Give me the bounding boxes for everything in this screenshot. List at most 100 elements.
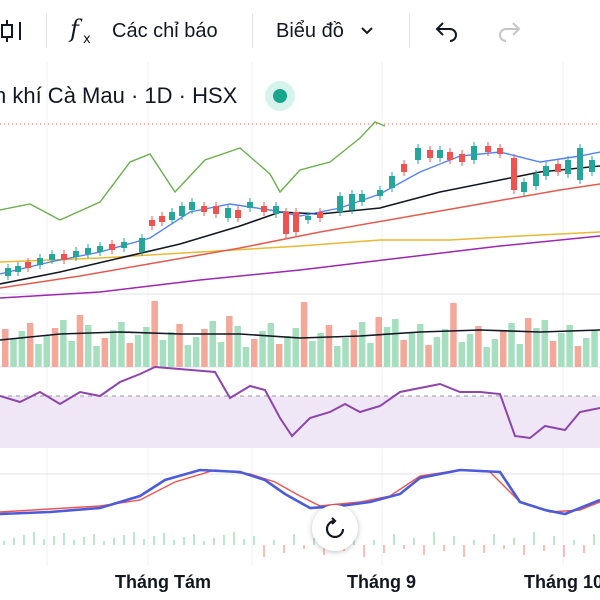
volume-bar (425, 345, 432, 367)
candle-body (533, 174, 539, 186)
volume-bar (76, 315, 84, 367)
volume-bar (583, 338, 590, 367)
candle-body (139, 238, 145, 252)
candle-body (485, 146, 491, 152)
market-status-dot (265, 81, 296, 111)
volume-bar (358, 322, 366, 367)
ma-black-line (0, 165, 600, 285)
volume-bar (267, 323, 275, 367)
candle-body (337, 196, 343, 212)
toolbar-divider (409, 14, 410, 48)
candle-body (543, 166, 549, 176)
volume-bar (400, 340, 407, 367)
volume-bar (259, 331, 266, 367)
candle-body (85, 248, 91, 254)
candle-body (5, 268, 11, 276)
toolbar-divider (46, 14, 47, 48)
candle-body (109, 244, 115, 250)
candle-body (471, 146, 477, 160)
volume-bar (500, 331, 507, 367)
candle-body (235, 210, 241, 218)
volume-bar (109, 330, 117, 367)
volume-bar (192, 337, 200, 367)
candle-body (189, 202, 195, 210)
volume-bar (184, 345, 192, 367)
candle-body (149, 220, 155, 226)
candle-body (293, 212, 299, 232)
undo-button[interactable] (434, 0, 460, 62)
volume-bar (325, 325, 333, 367)
candle-body (61, 254, 67, 260)
volume-bar (101, 338, 109, 367)
volume-bar (18, 331, 26, 367)
volume-bar (334, 346, 341, 367)
volume-bar (417, 324, 424, 367)
reset-chart-button[interactable] (312, 505, 358, 551)
volume-bar (591, 330, 598, 367)
candle-body (317, 212, 323, 218)
indicators-label: Các chỉ báo (112, 19, 218, 42)
rsi-line (0, 365, 600, 440)
candle-body (511, 158, 517, 190)
chevron-down-icon (361, 27, 373, 35)
volume-bar (433, 337, 441, 367)
green-line (0, 121, 386, 221)
volume-bar (126, 343, 133, 367)
volume-bar (574, 346, 582, 367)
time-label-sep: Tháng 9 (347, 572, 417, 592)
candle-body (401, 164, 407, 172)
candle-body (159, 216, 165, 222)
volume-bar (342, 338, 349, 367)
volume-bar (209, 321, 216, 367)
rsi-band (0, 396, 600, 448)
volume-bar (375, 317, 382, 367)
time-label-aug: Tháng Tám (115, 572, 212, 592)
volume-bar (85, 325, 92, 367)
volume-bar (309, 341, 316, 367)
volume-ma-line (0, 329, 600, 341)
toolbar-divider (252, 14, 253, 48)
candle-body (213, 206, 219, 214)
volume-bar (284, 336, 291, 367)
price-chart[interactable] (0, 62, 600, 566)
candle-body (49, 254, 55, 260)
reset-icon (325, 517, 345, 539)
candle-body (273, 206, 279, 214)
volume-bar (450, 303, 457, 367)
volume-bar (541, 320, 548, 367)
time-axis: Tháng Tám Tháng 9 Tháng 10 (0, 566, 600, 600)
redo-button[interactable] (496, 0, 522, 62)
macd-signal-line (0, 469, 600, 513)
volume-bar (483, 347, 490, 367)
volume-bar (475, 326, 482, 367)
volume-bar (383, 327, 391, 367)
volume-bar (35, 344, 42, 367)
candle-body (555, 164, 561, 172)
candle-body (349, 194, 355, 210)
volume-bar (275, 344, 283, 367)
candle-body (427, 150, 433, 158)
volume-bar (151, 301, 158, 367)
ma-purple-line (0, 235, 600, 299)
chart-type-dropdown[interactable]: Biểu đồ (276, 0, 374, 62)
candle-body (201, 206, 207, 212)
ma-yellow-line (0, 231, 600, 263)
volume-bar (93, 346, 100, 367)
candle-body (225, 208, 231, 218)
volume-bar (118, 322, 125, 367)
volume-bar (558, 333, 565, 367)
volume-bar (300, 302, 308, 367)
candle-body (415, 148, 421, 160)
volume-bar (2, 329, 9, 367)
time-label-oct: Tháng 10 (524, 572, 600, 592)
candle-body (447, 152, 453, 160)
candle-body (437, 150, 443, 158)
candle-body (121, 242, 127, 248)
volume-bar (292, 328, 299, 367)
candlestick-icon[interactable] (0, 0, 28, 62)
candle-body (459, 154, 465, 162)
volume-bar (176, 324, 183, 367)
